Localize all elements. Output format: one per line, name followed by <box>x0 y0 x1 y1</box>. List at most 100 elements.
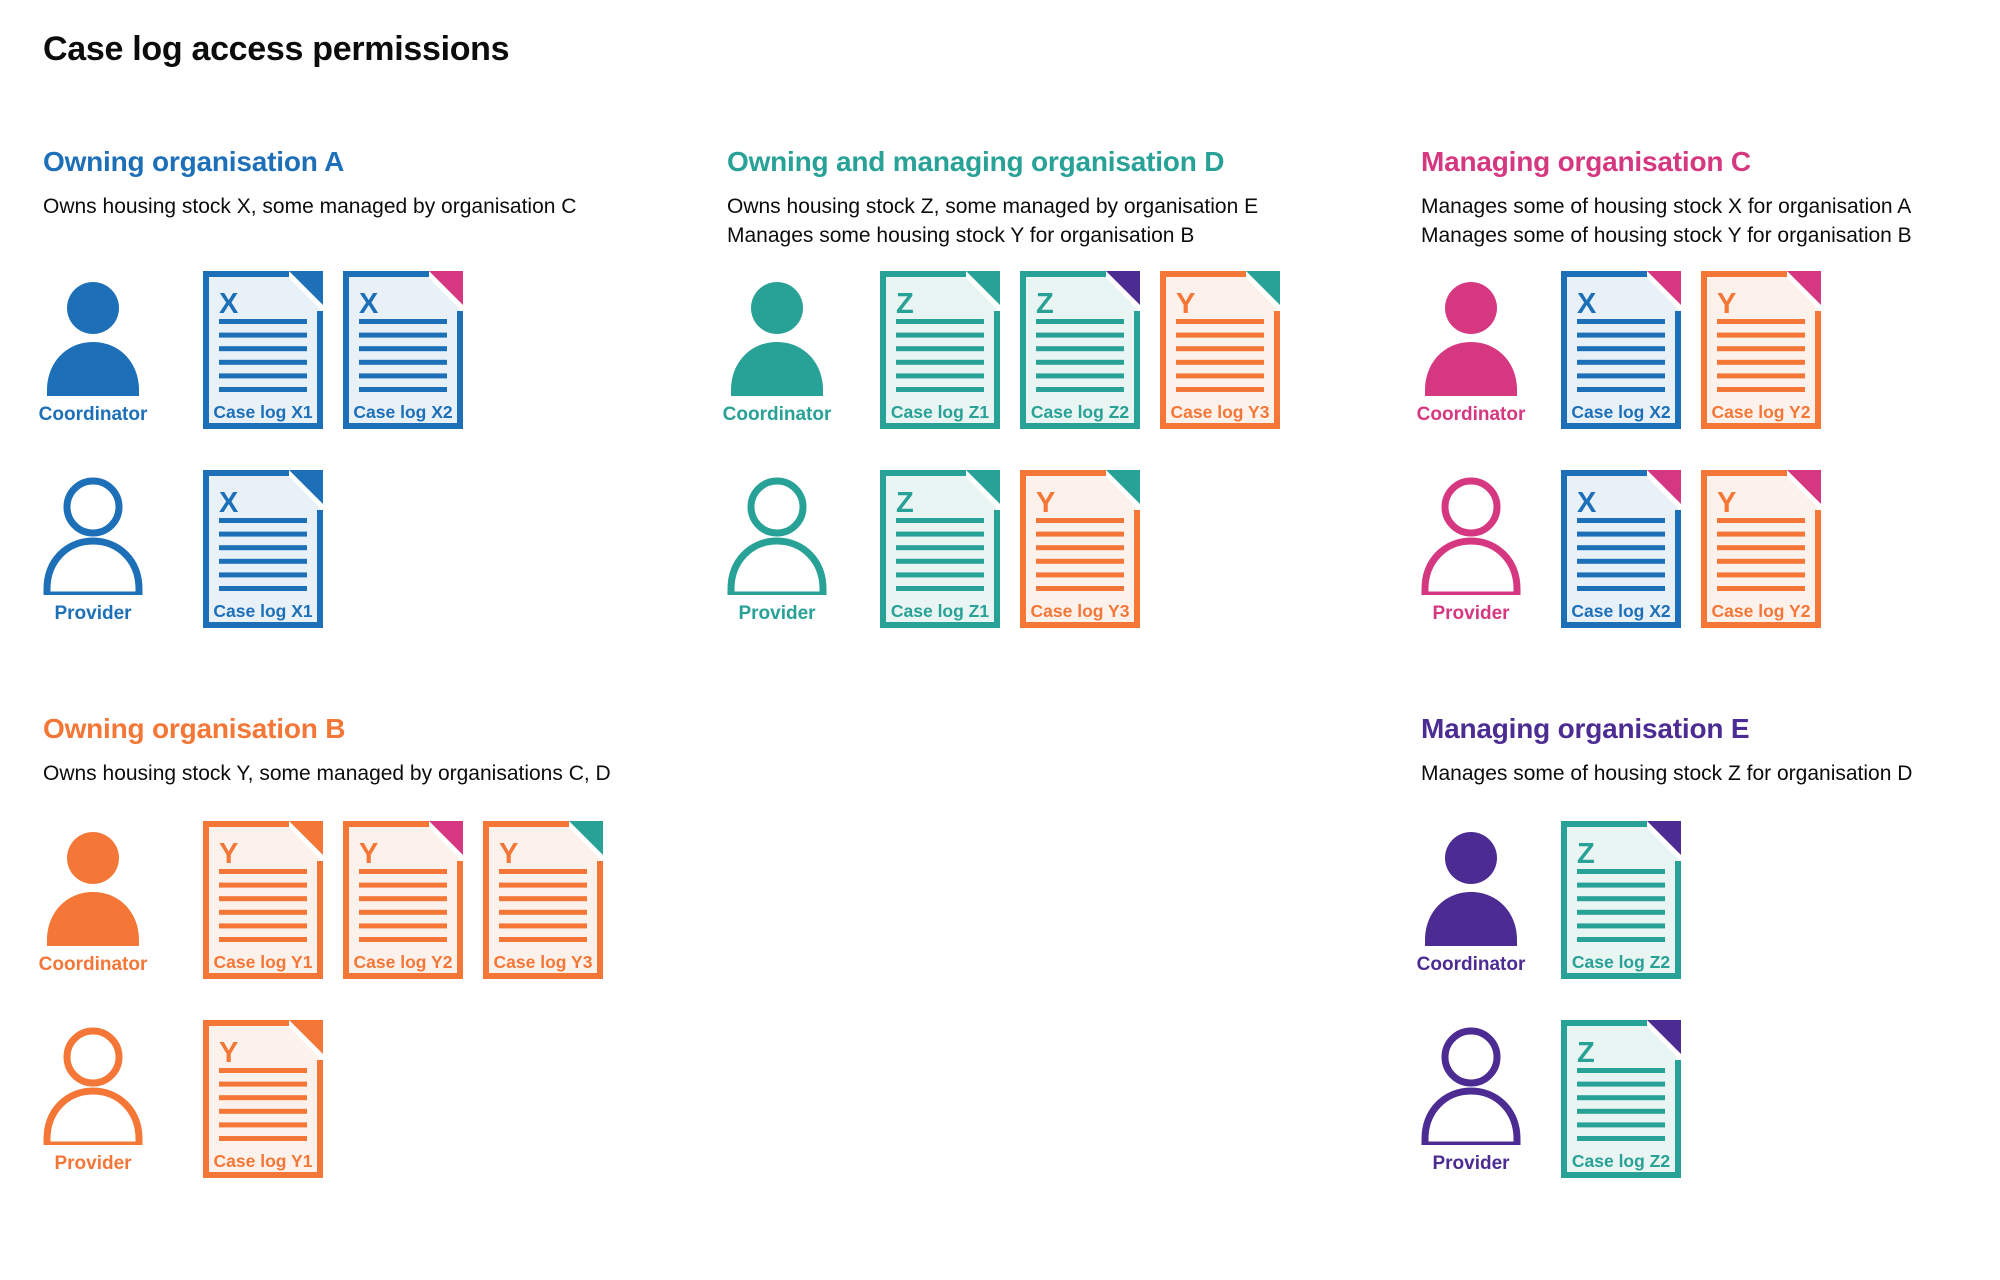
person-head <box>67 282 119 334</box>
document-text-line <box>1717 545 1805 551</box>
document-border <box>1701 271 1821 429</box>
document-text-line <box>896 558 984 564</box>
document-border <box>1020 470 1140 628</box>
document-text-line <box>896 531 984 537</box>
section-title-org-e: Managing organisation E <box>1421 713 1750 744</box>
document-text-line <box>1036 572 1124 578</box>
case-log-document: Z Case log Z1 <box>880 271 1000 429</box>
document-text-line <box>359 332 447 338</box>
case-log-document: Z Case log Z2 <box>1561 821 1681 979</box>
page-title: Case log access permissions <box>43 30 510 68</box>
document-text-line <box>1717 531 1805 537</box>
folded-corner <box>289 470 323 504</box>
document-text-line <box>1577 909 1665 915</box>
folded-corner <box>1787 271 1821 305</box>
document-label: Case log X1 <box>213 402 312 422</box>
person-head <box>1441 477 1501 537</box>
folded-corner <box>1106 470 1140 504</box>
document-label: Case log Y2 <box>1712 402 1811 422</box>
person-filled-icon <box>727 278 827 396</box>
person-head <box>1445 282 1497 334</box>
document-border <box>483 821 603 979</box>
document-text-line <box>896 332 984 338</box>
document-label: Case log X2 <box>353 402 452 422</box>
role-label: Coordinator <box>1416 954 1526 975</box>
person-head <box>1445 832 1497 884</box>
document-text-line <box>219 531 307 537</box>
document-letter: Y <box>219 1037 238 1069</box>
document-text-line <box>1577 923 1665 929</box>
person-filled-icon <box>1421 828 1521 946</box>
document-text-line <box>219 387 307 392</box>
document-text-line <box>1577 896 1665 902</box>
document-border <box>343 271 463 429</box>
person-body <box>1425 892 1517 946</box>
document-text-line <box>219 346 307 352</box>
document-text-line <box>1577 1068 1665 1073</box>
section-description: Owns housing stock Z, some managed by or… <box>727 192 1258 250</box>
document-text-line <box>1577 359 1665 365</box>
document-text-line <box>896 346 984 352</box>
document-text-line <box>359 387 447 392</box>
document-text-line <box>1577 545 1665 551</box>
document-text-line <box>219 1068 307 1073</box>
case-log-document: Z Case log Z1 <box>880 470 1000 628</box>
case-log-document: X Case log X1 <box>203 470 323 628</box>
document-text-line <box>219 1108 307 1114</box>
document-border <box>1561 1020 1681 1178</box>
document-border <box>1561 271 1681 429</box>
document-label: Case log Y3 <box>1031 601 1130 621</box>
document-letter: Y <box>219 838 238 870</box>
section-description: Manages some of housing stock X for orga… <box>1421 192 1912 250</box>
document-text-line <box>359 319 447 324</box>
document-text-line <box>1717 359 1805 365</box>
document-text-line <box>359 923 447 929</box>
folded-corner <box>289 821 323 855</box>
document-text-line <box>359 882 447 888</box>
document-text-line <box>1577 531 1665 537</box>
document-label: Case log Y3 <box>494 952 593 972</box>
case-log-document: X Case log X2 <box>1561 470 1681 628</box>
folded-corner <box>569 821 603 855</box>
section-title-org-c: Managing organisation C <box>1421 146 1751 177</box>
description-line: Manages some of housing stock Z for orga… <box>1421 762 1913 785</box>
document-text-line <box>219 1122 307 1128</box>
document-text-line <box>359 909 447 915</box>
person-outline-icon <box>1421 1027 1521 1149</box>
case-log-document: X Case log X2 <box>1561 271 1681 429</box>
description-line: Owns housing stock Y, some managed by or… <box>43 762 611 785</box>
document-border <box>203 271 323 429</box>
document-letter: X <box>219 288 239 320</box>
document-text-line <box>1577 319 1665 324</box>
section-title-org-d: Owning and managing organisation D <box>727 146 1225 177</box>
folded-corner <box>429 271 463 305</box>
person-filled-icon <box>43 828 143 946</box>
person-body <box>47 342 139 396</box>
document-text-line <box>1717 319 1805 324</box>
document-text-line <box>499 923 587 929</box>
document-text-line <box>1036 586 1124 591</box>
document-text-line <box>499 882 587 888</box>
case-log-document: X Case log X1 <box>203 271 323 429</box>
person-filled-icon <box>1421 278 1521 396</box>
document-border <box>1160 271 1280 429</box>
document-text-line <box>896 518 984 523</box>
folded-corner <box>289 271 323 305</box>
document-border <box>1561 821 1681 979</box>
document-border <box>880 470 1000 628</box>
document-letter: Z <box>1577 1037 1595 1069</box>
document-text-line <box>1717 387 1805 392</box>
document-text-line <box>1577 572 1665 578</box>
role-label: Coordinator <box>38 404 148 425</box>
document-text-line <box>1036 319 1124 324</box>
person-outline-icon <box>727 477 827 599</box>
case-log-document: X Case log X2 <box>343 271 463 429</box>
document-text-line <box>1036 359 1124 365</box>
document-text-line <box>359 359 447 365</box>
document-text-line <box>359 869 447 874</box>
description-line: Owns housing stock Z, some managed by or… <box>727 195 1259 218</box>
document-label: Case log Y3 <box>1171 402 1270 422</box>
document-text-line <box>1577 1081 1665 1087</box>
document-text-line <box>219 923 307 929</box>
document-letter: Y <box>359 838 378 870</box>
